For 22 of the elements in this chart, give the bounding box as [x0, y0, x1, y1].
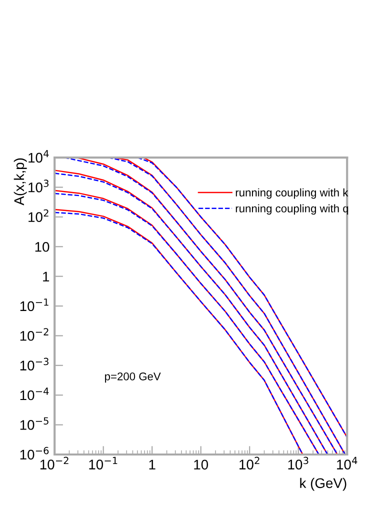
y-tick-label: 10$^{−3}$	[20, 358, 48, 370]
x-tick-label: 10$^{2}$	[240, 456, 260, 470]
y-tick-label: 10$^{3}$	[28, 180, 49, 192]
y-axis-title: A(x,k,p)	[14, 158, 27, 206]
y-tick-label: 10$^{−5}$	[20, 417, 48, 430]
y-tick-label: 10$^{4}$	[28, 150, 49, 163]
y-tick-label: 10$^{−4}$	[20, 388, 49, 400]
x-axis-title: k (GeV)	[300, 478, 346, 491]
y-tick-label: 10$^{−1}$	[20, 298, 48, 312]
x-tick-label: 10$^{−1}$	[89, 456, 118, 470]
x-tick-label: 10$^{4}$	[337, 456, 358, 470]
legend-label: running coupling with q	[236, 204, 348, 215]
y-tick-label: 10$^{−6}$	[20, 446, 49, 460]
x-tick-label: 10$^{3}$	[288, 456, 308, 470]
annotation: p=200 GeV	[105, 372, 161, 383]
x-tick-label: 1	[149, 460, 156, 470]
y-tick-label: 10$^{2}$	[28, 209, 48, 222]
legend-label: running coupling with k	[236, 188, 348, 199]
y-tick-label: 10$^{−2}$	[20, 328, 48, 341]
y-tick-label: 1	[43, 272, 50, 282]
y-tick-label: 10	[35, 242, 50, 252]
x-tick-label: 10	[194, 460, 208, 470]
